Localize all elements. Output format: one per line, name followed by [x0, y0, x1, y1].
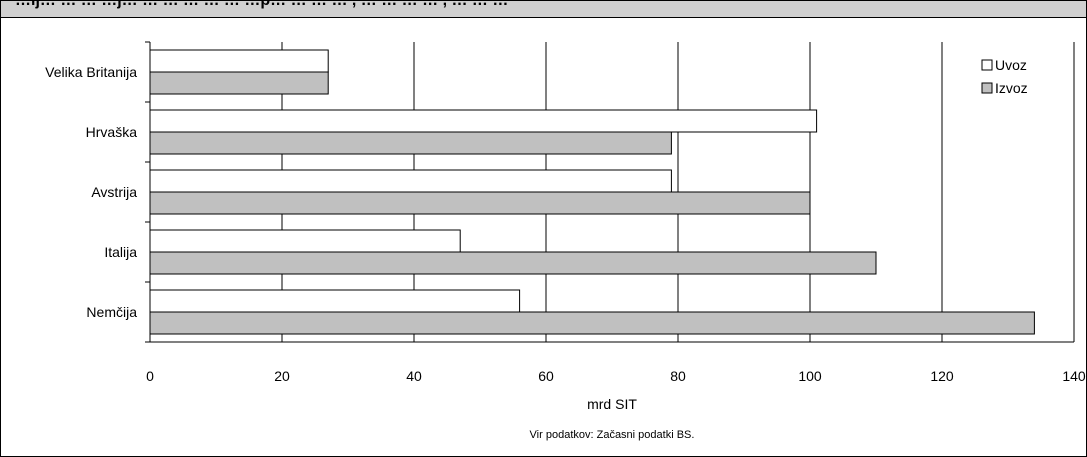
bar-uvoz	[149, 169, 672, 193]
category-label: Avstrija	[91, 184, 137, 200]
x-tick-label: 40	[406, 368, 422, 384]
bar-uvoz	[149, 289, 521, 313]
legend-label-izvoz: Izvoz	[995, 80, 1028, 96]
x-tick-label: 120	[930, 368, 954, 384]
source-note: Vir podatkov: Začasni podatki BS.	[530, 429, 695, 441]
bar-izvoz	[149, 131, 672, 155]
chart-title: …ij… … … …j… … … … … … …p… … … … , … … ……	[15, 1, 508, 10]
bar-izvoz	[149, 191, 811, 215]
category-label: Nemčija	[86, 304, 137, 320]
legend-swatch-uvoz	[981, 59, 993, 71]
bar-izvoz	[149, 311, 1035, 335]
legend-swatch-izvoz	[981, 82, 993, 94]
x-tick-label: 100	[798, 368, 822, 384]
legend-label-uvoz: Uvoz	[995, 57, 1027, 73]
category-label: Hrvaška	[86, 124, 138, 140]
bar-uvoz	[149, 109, 818, 133]
x-axis-title: mrd SIT	[587, 396, 637, 412]
x-tick-label: 140	[1062, 368, 1086, 384]
title-band: …ij… … … …j… … … … … … …p… … … … , … … ……	[1, 1, 1086, 18]
bar-uvoz	[149, 49, 329, 73]
category-label: Italija	[104, 244, 137, 260]
bar-izvoz	[149, 251, 877, 275]
x-tick-label: 0	[146, 368, 154, 384]
bar-uvoz	[149, 229, 461, 253]
x-tick-label: 20	[274, 368, 290, 384]
category-label: Velika Britanija	[45, 64, 137, 80]
bar-izvoz	[149, 71, 329, 95]
x-tick-label: 80	[670, 368, 686, 384]
x-tick-label: 60	[538, 368, 554, 384]
